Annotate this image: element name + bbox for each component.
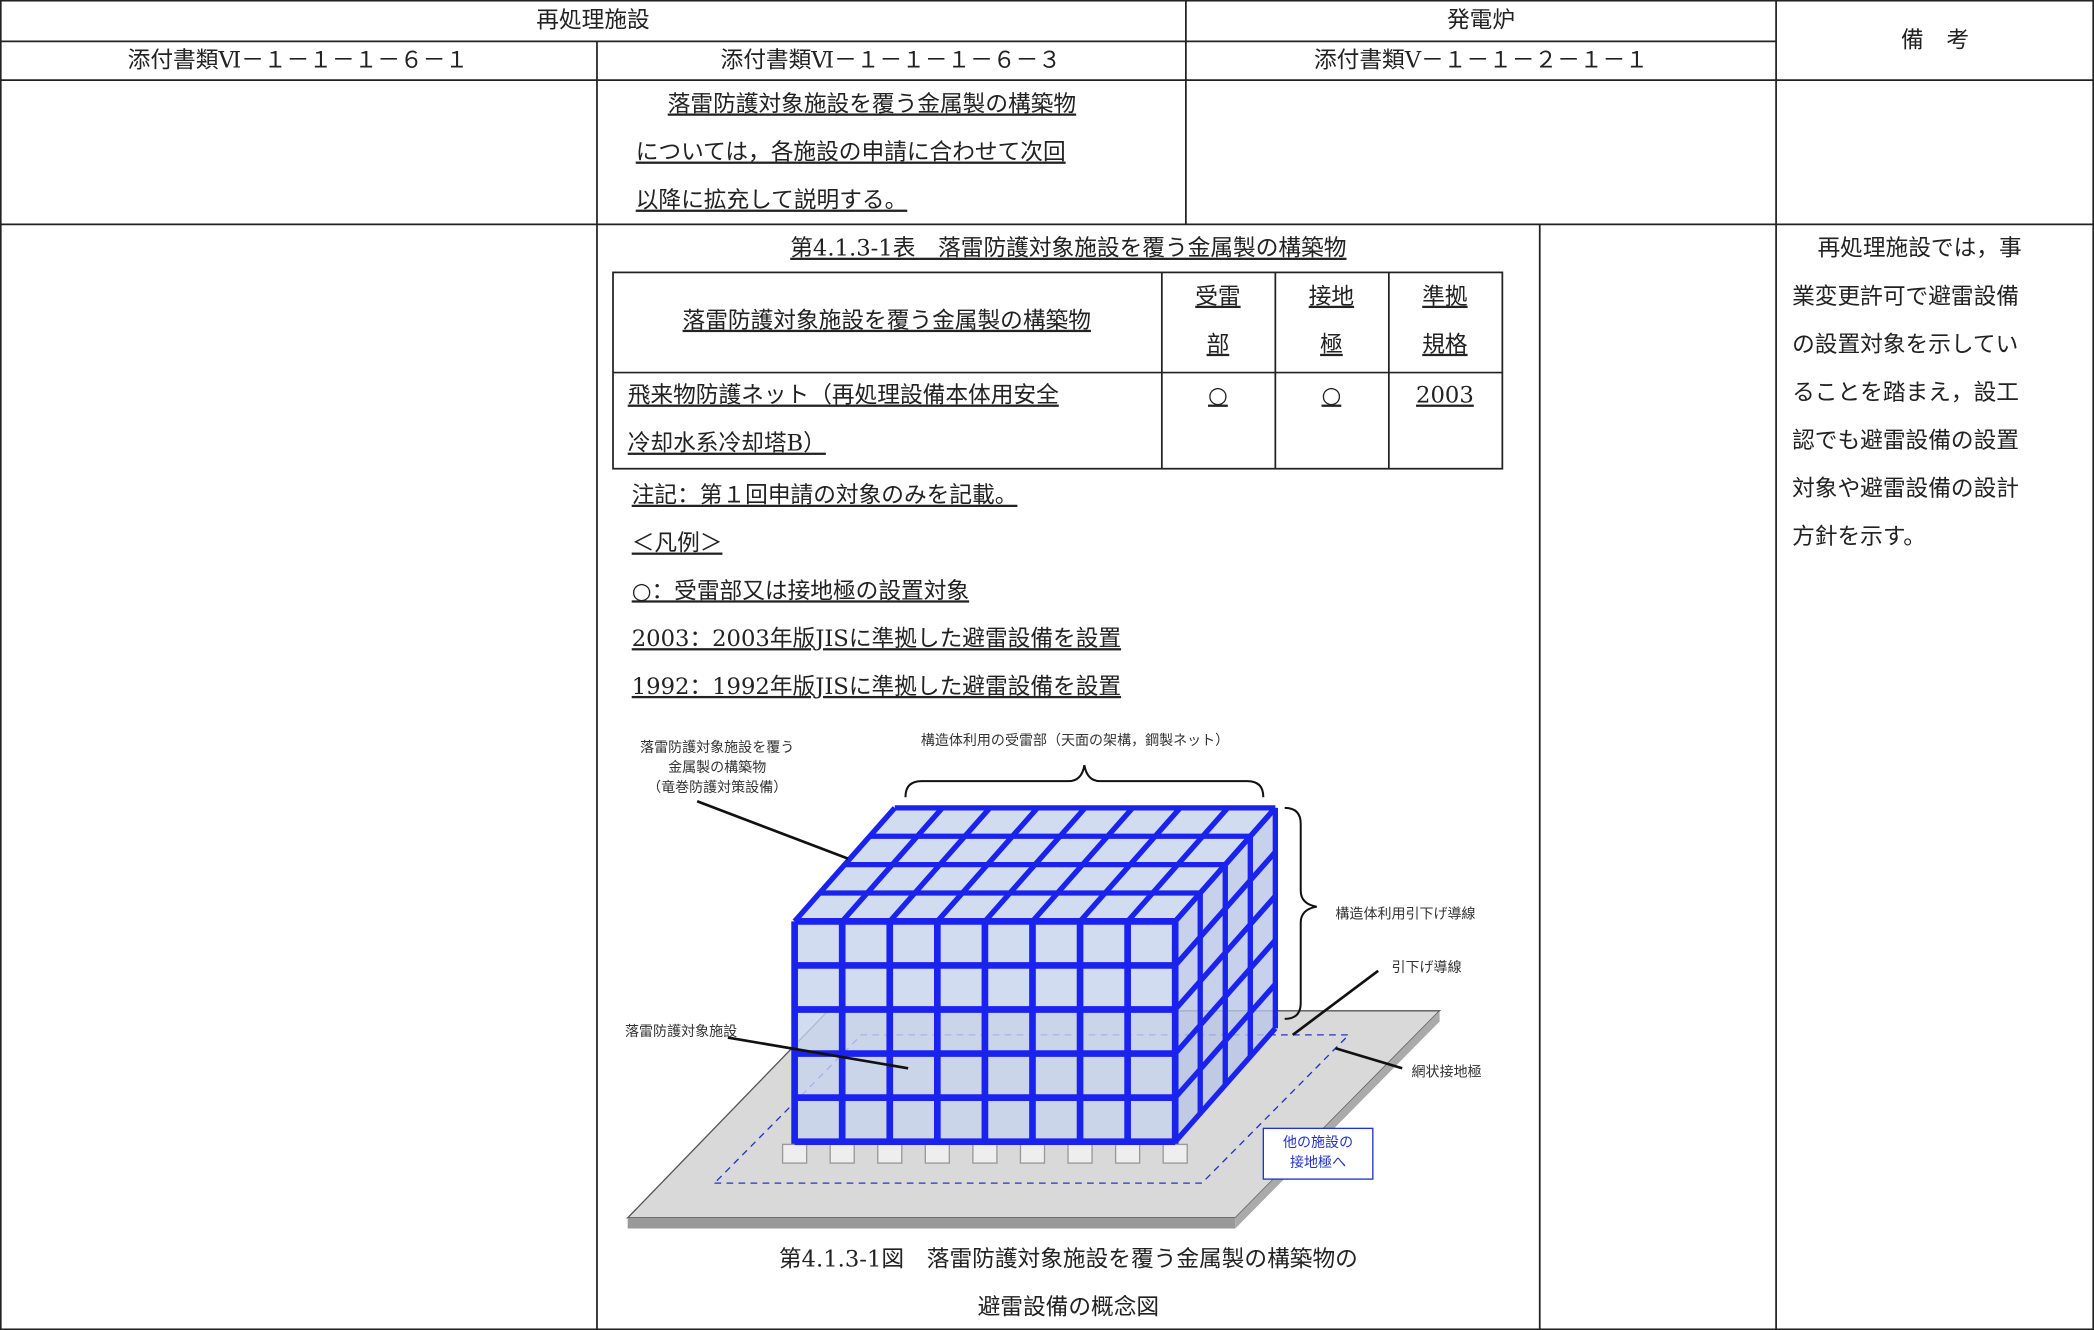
foundation bbox=[1067, 1143, 1093, 1164]
table-header: 規格 bbox=[1422, 332, 1468, 358]
figure-label: 落雷防護対象施設を覆う bbox=[640, 740, 794, 756]
foundation bbox=[781, 1143, 808, 1164]
foundation bbox=[1019, 1143, 1046, 1164]
brace bbox=[904, 764, 1265, 798]
table-title: 第4.1.3-1表 落雷防護対象施設を覆う金属製の構築物 bbox=[790, 236, 1346, 262]
row-text: 以降に拡充して説明する。 bbox=[636, 188, 908, 214]
leader bbox=[696, 799, 849, 860]
note: 注記：第１回申請の対象のみを記載。 bbox=[632, 483, 1018, 509]
header-cell: 添付書類Ⅵ－１－１－１－６－１ bbox=[128, 47, 468, 73]
remark: 対象や避雷設備の設計 bbox=[1792, 476, 2019, 502]
foundation bbox=[924, 1143, 951, 1164]
foundation bbox=[972, 1143, 998, 1164]
leader bbox=[1335, 1046, 1403, 1070]
figure-label: 構造体利用引下げ導線 bbox=[1335, 907, 1475, 923]
figure-label: 他の施設の bbox=[1283, 1135, 1353, 1151]
leader bbox=[727, 1036, 909, 1070]
figure-label: 網状接地極 bbox=[1412, 1063, 1482, 1080]
table-header: 接地 bbox=[1309, 284, 1354, 310]
leader bbox=[1291, 969, 1379, 1036]
table-header: 準拠 bbox=[1422, 284, 1468, 310]
header-cell: 添付書類Ⅴ－１－１－２－１－１ bbox=[1314, 47, 1648, 73]
table-cell: 冷却水系冷却塔B） bbox=[628, 431, 826, 457]
remark: 方針を示す。 bbox=[1792, 524, 1926, 550]
header-cell: 発電炉 bbox=[1447, 7, 1515, 33]
remark: の設置対象を示してい bbox=[1792, 332, 2018, 358]
note: 2003：2003年版JISに準拠した避雷設備を設置 bbox=[632, 626, 1121, 652]
remark: ることを踏まえ，設工 bbox=[1792, 380, 2019, 406]
figure-label: （竜巻防護対策設備） bbox=[647, 779, 787, 796]
foundation bbox=[877, 1143, 903, 1164]
figure-label: 接地極へ bbox=[1290, 1154, 1346, 1171]
note: 1992：1992年版JISに準拠した避雷設備を設置 bbox=[632, 674, 1121, 700]
header-cell: 添付書類Ⅵ－１－１－１－６－３ bbox=[721, 47, 1061, 73]
header-cell: 再処理施設 bbox=[536, 7, 649, 33]
note: ○：受雷部又は接地極の設置対象 bbox=[632, 578, 969, 604]
row-text: 落雷防護対象施設を覆う金属製の構築物 bbox=[668, 91, 1076, 117]
caption: 第4.1.3-1図 落雷防護対象施設を覆う金属製の構築物の bbox=[779, 1247, 1358, 1273]
table-cell: 飛来物防護ネット（再処理設備本体用安全 bbox=[628, 383, 1059, 409]
table-cell: ○ bbox=[1322, 383, 1342, 409]
figure-label: 構造体利用の受雷部（天面の架構，鋼製ネット） bbox=[921, 733, 1229, 749]
brace bbox=[1284, 806, 1317, 1020]
foundation bbox=[1162, 1143, 1188, 1164]
figure-label: 引下げ導線 bbox=[1392, 960, 1462, 976]
foundation bbox=[829, 1143, 855, 1164]
figure-label: 落雷防護対象施設 bbox=[625, 1024, 737, 1040]
table-header: 極 bbox=[1320, 332, 1343, 358]
header-cell: 備 考 bbox=[1901, 27, 1969, 53]
remark: 再処理施設では，事 bbox=[1817, 236, 2021, 262]
table-cell: 2003 bbox=[1416, 383, 1474, 409]
row-text: については，各施設の申請に合わせて次回 bbox=[636, 140, 1066, 166]
caption: 避雷設備の概念図 bbox=[978, 1295, 1160, 1321]
diagram bbox=[626, 764, 1442, 1229]
table-cell: ○ bbox=[1208, 383, 1228, 409]
figure-label: 金属製の構築物 bbox=[668, 760, 766, 776]
table-header: 受雷 bbox=[1195, 284, 1240, 310]
note: ＜凡例＞ bbox=[632, 531, 723, 557]
foundation bbox=[1114, 1143, 1141, 1164]
table-header: 部 bbox=[1207, 332, 1230, 358]
remark: 業変更許可で避雷設備 bbox=[1792, 284, 2019, 310]
table-header: 落雷防護対象施設を覆う金属製の構築物 bbox=[683, 308, 1091, 334]
remark: 認でも避雷設備の設置 bbox=[1792, 428, 2019, 454]
